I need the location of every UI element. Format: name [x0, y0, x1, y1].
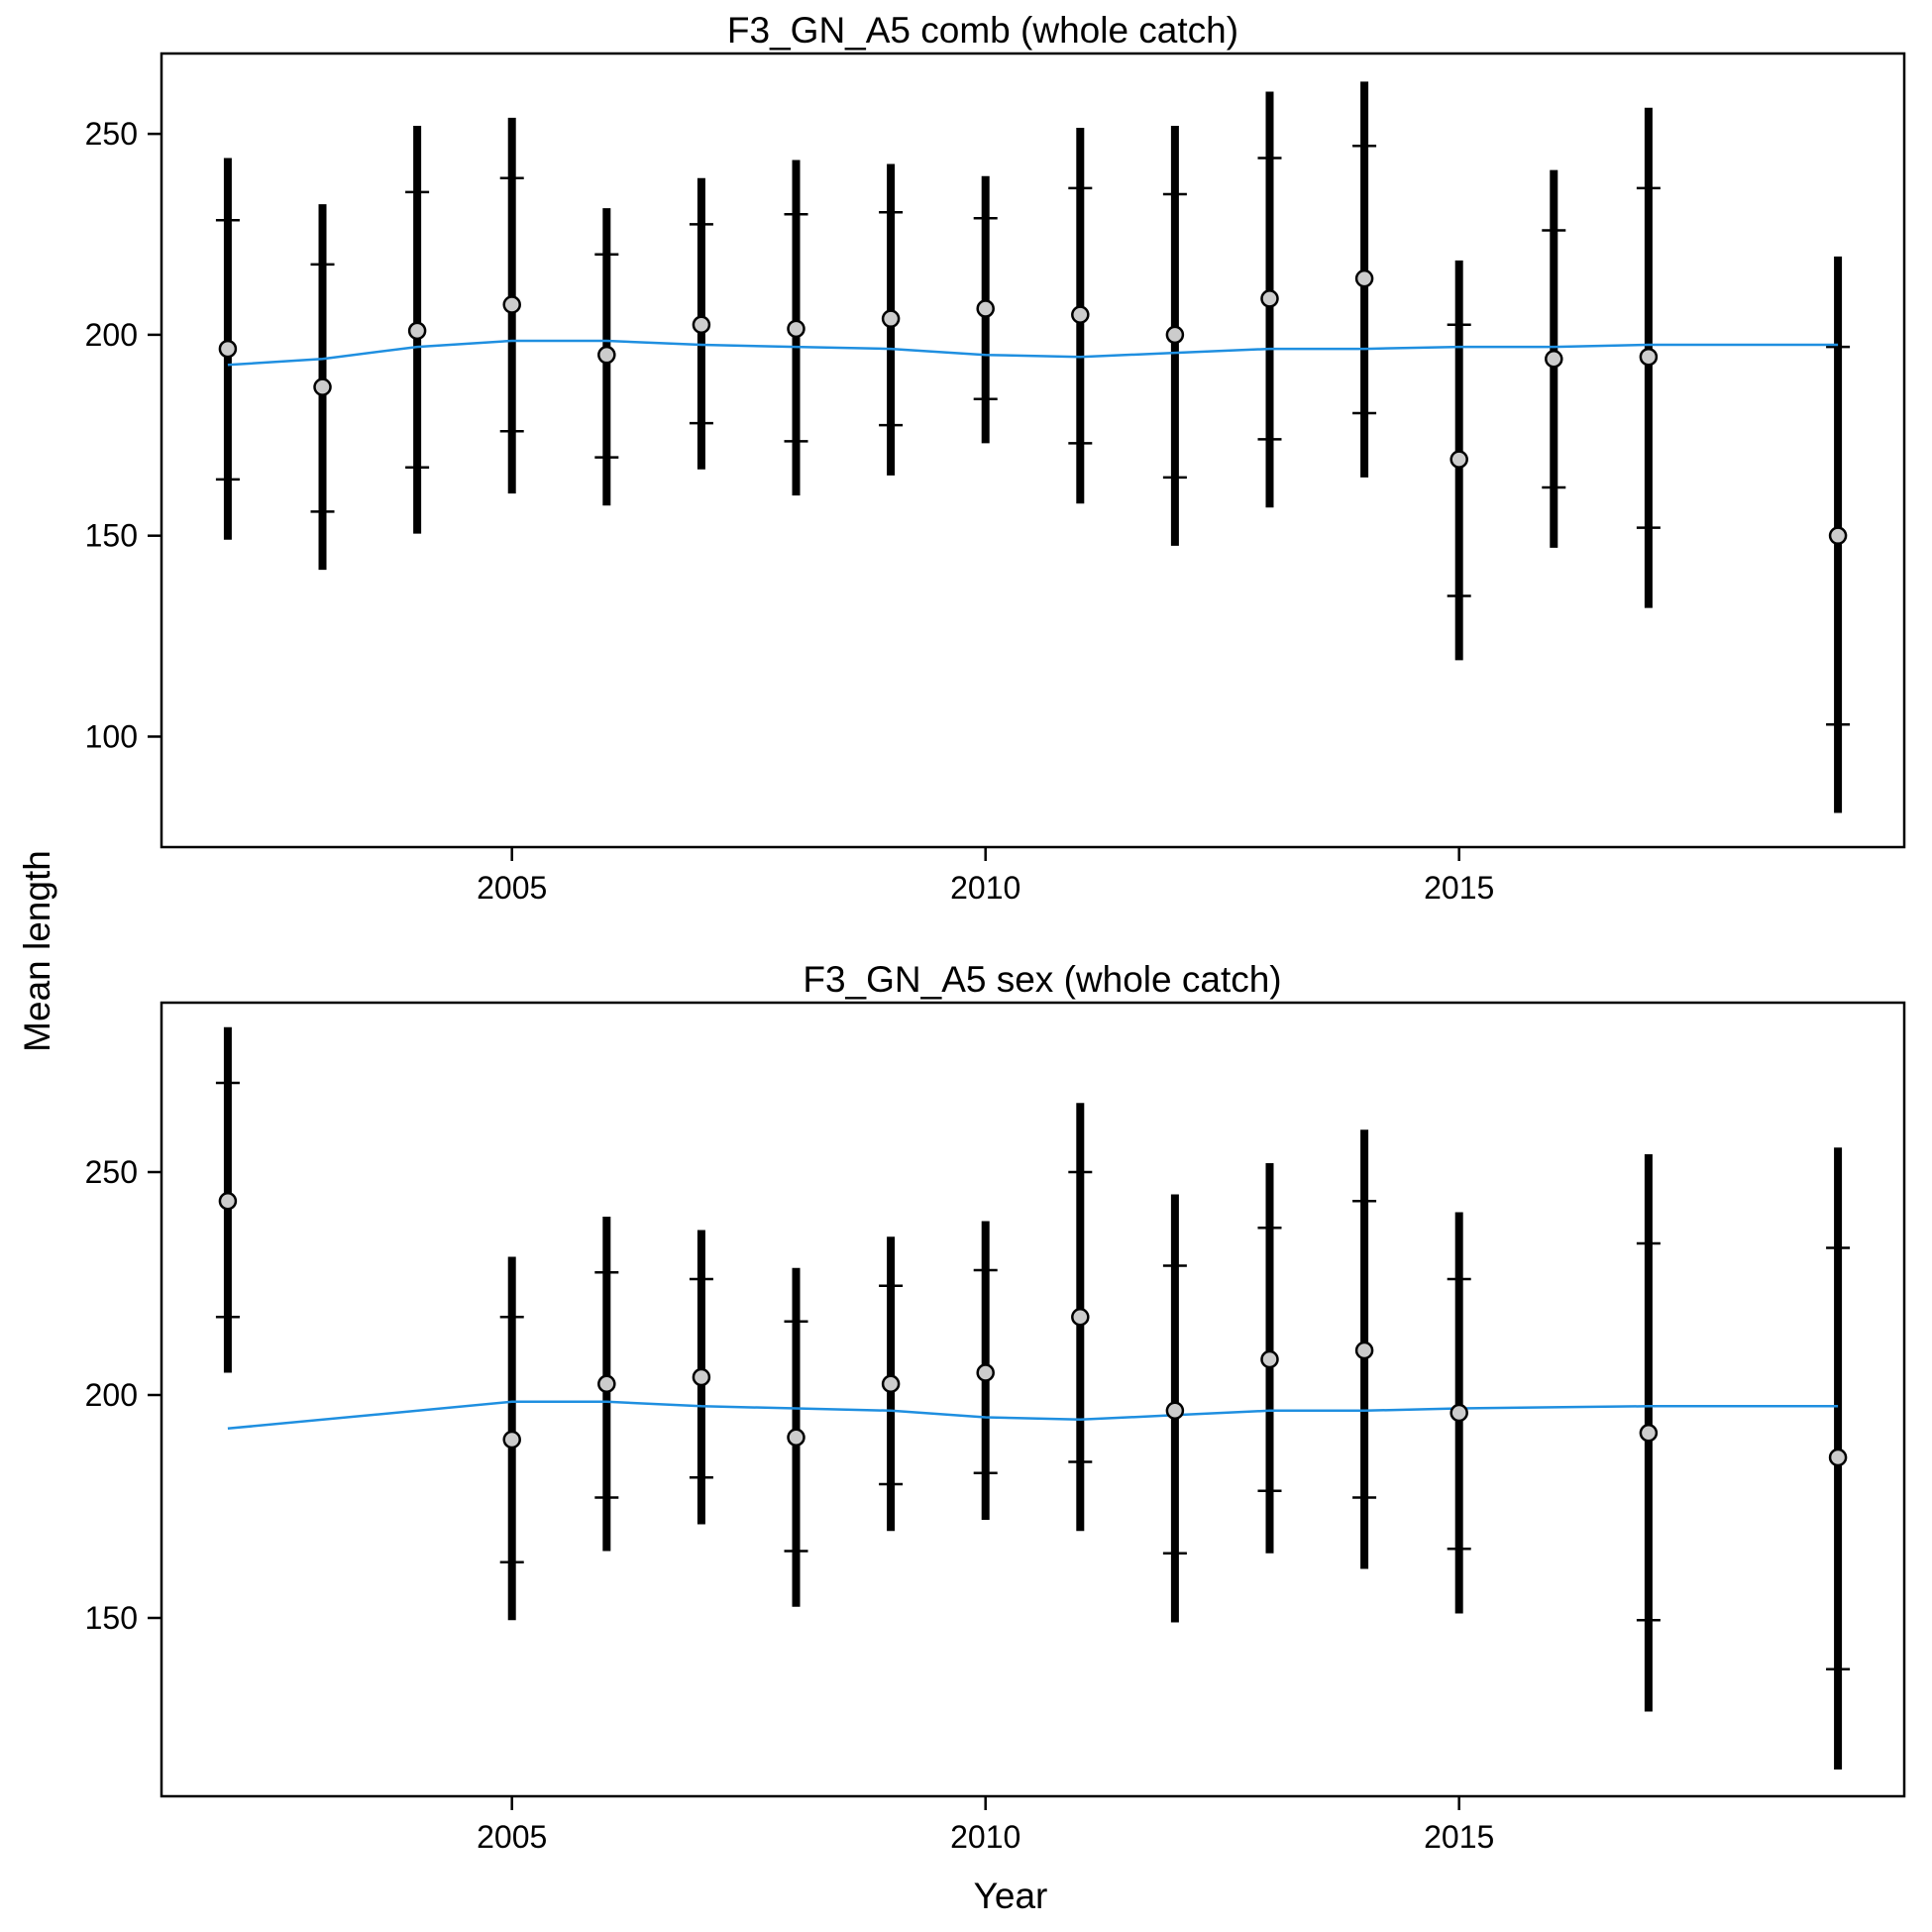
x-axis-title: Year	[974, 1876, 1048, 1916]
mean-point	[692, 1367, 711, 1387]
mean-point	[1260, 1349, 1279, 1369]
mean-point	[407, 321, 427, 341]
mean-point	[1165, 325, 1185, 345]
x-tick-label: 2010	[950, 1819, 1020, 1855]
mean-point	[502, 1430, 521, 1449]
mean-point	[1828, 526, 1848, 545]
panel-sex: F3_GN_A5 sex (whole catch) 2005 2010 2015 1…	[85, 959, 1906, 1855]
y-tick-label: 100	[85, 718, 138, 754]
mean-point	[1354, 268, 1374, 288]
mean-point	[1828, 1448, 1848, 1467]
x-tick-label: 2010	[950, 870, 1020, 906]
mean-point	[313, 377, 332, 396]
plot-frame	[160, 1001, 1906, 1798]
mean-point	[1449, 1403, 1468, 1423]
panel-comb: F3_GN_A5 comb (whole catch) 2005 2010 2015…	[85, 10, 1906, 906]
mean-point	[1071, 1308, 1090, 1327]
y-tick-label: 250	[85, 116, 138, 152]
x-tick-label: 2005	[477, 870, 547, 906]
mean-point	[1639, 1424, 1659, 1443]
panel-title: F3_GN_A5 comb (whole catch)	[727, 10, 1238, 51]
mean-point	[1260, 289, 1279, 308]
mean-point	[218, 339, 238, 359]
fit-line	[227, 1400, 1839, 1431]
mean-point	[1449, 450, 1468, 469]
panel-title: F3_GN_A5 sex (whole catch)	[803, 959, 1281, 1000]
y-axis-title: Mean length	[17, 850, 57, 1052]
y-tick-label: 150	[85, 518, 138, 554]
mean-point	[976, 1363, 995, 1382]
mean-point	[1354, 1341, 1374, 1360]
mean-point	[976, 299, 995, 318]
mean-point	[1165, 1401, 1185, 1420]
mean-point	[881, 309, 901, 328]
mean-point	[881, 1374, 901, 1393]
mean-point	[597, 1374, 616, 1393]
x-tick-label: 2015	[1424, 870, 1494, 906]
x-tick-label: 2015	[1424, 1819, 1494, 1855]
y-tick-label: 250	[85, 1154, 138, 1190]
mean-point	[692, 315, 711, 335]
x-tick-label: 2005	[477, 1819, 547, 1855]
y-tick-label: 150	[85, 1600, 138, 1636]
mean-point	[1071, 305, 1090, 324]
y-tick-label: 200	[85, 1377, 138, 1413]
fit-line	[227, 339, 1839, 367]
mean-point	[1639, 347, 1659, 367]
mean-point	[502, 295, 521, 314]
mean-point	[787, 1428, 805, 1447]
mean-point	[218, 1192, 238, 1211]
plot-frame	[160, 52, 1906, 849]
mean-point	[1545, 349, 1563, 369]
y-tick-label: 200	[85, 317, 138, 353]
mean-point	[597, 345, 616, 365]
mean-point	[787, 319, 805, 339]
